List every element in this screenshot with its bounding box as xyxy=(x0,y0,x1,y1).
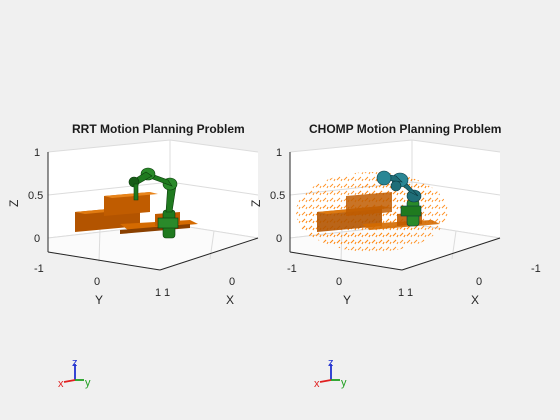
triad-z-label: z xyxy=(328,357,334,369)
triad-x-arrow xyxy=(63,379,76,383)
chomp-ytick-1: 1 xyxy=(398,287,404,299)
chomp-ytick-neg1: -1 xyxy=(287,263,297,275)
triad-z-label: z xyxy=(72,357,78,369)
rrt-axes[interactable]: 1 0.5 0 Z -1 0 1 Y 1 0 X xyxy=(7,139,259,307)
chomp-panel-title: CHOMP Motion Planning Problem xyxy=(309,122,502,136)
chomp-ztick-1: 1 xyxy=(276,147,282,159)
rrt-xtick-1: 1 xyxy=(164,287,170,299)
rrt-ztick-05: 0.5 xyxy=(28,190,43,202)
rrt-ytick-0: 0 xyxy=(94,276,100,288)
chomp-axis-lines xyxy=(289,152,501,271)
rrt-ztick-1: 1 xyxy=(34,147,40,159)
chomp-xlabel: X xyxy=(471,293,479,307)
chomp-xtick-neg1: -1 xyxy=(531,263,541,275)
rrt-ztick-0: 0 xyxy=(34,233,40,245)
rrt-ytick-1: 1 xyxy=(155,287,161,299)
rrt-zlabel: Z xyxy=(7,200,21,207)
chomp-xtick-0: 0 xyxy=(476,276,482,288)
chomp-robot-arm xyxy=(376,170,422,227)
rrt-axis-lines xyxy=(47,152,259,271)
triad-x-arrow xyxy=(319,379,332,383)
rrt-ylabel: Y xyxy=(95,293,103,307)
rrt-robot-arm xyxy=(128,167,179,239)
chomp-ylabel: Y xyxy=(343,293,351,307)
rrt-ytick-neg1: -1 xyxy=(34,263,44,275)
rrt-axes-triad: z x y xyxy=(58,357,91,390)
triad-x-label: x xyxy=(314,378,320,390)
chomp-zlabel: Z xyxy=(249,200,263,207)
chomp-ztick-05: 0.5 xyxy=(270,190,285,202)
chomp-xtick-1: 1 xyxy=(407,287,413,299)
chomp-ytick-0: 0 xyxy=(336,276,342,288)
rrt-xtick-0: 0 xyxy=(229,276,235,288)
triad-x-label: x xyxy=(58,378,64,390)
chomp-axes[interactable]: 1 0.5 0 Z -1 0 1 Y 1 0 -1 X xyxy=(249,139,541,307)
chomp-ztick-0: 0 xyxy=(276,233,282,245)
rrt-panel-title: RRT Motion Planning Problem xyxy=(72,122,245,136)
rrt-xlabel: X xyxy=(226,293,234,307)
triad-y-label: y xyxy=(341,377,347,389)
rrt-grid xyxy=(47,139,259,271)
triad-y-label: y xyxy=(85,377,91,389)
chomp-axes-triad: z x y xyxy=(314,357,347,390)
